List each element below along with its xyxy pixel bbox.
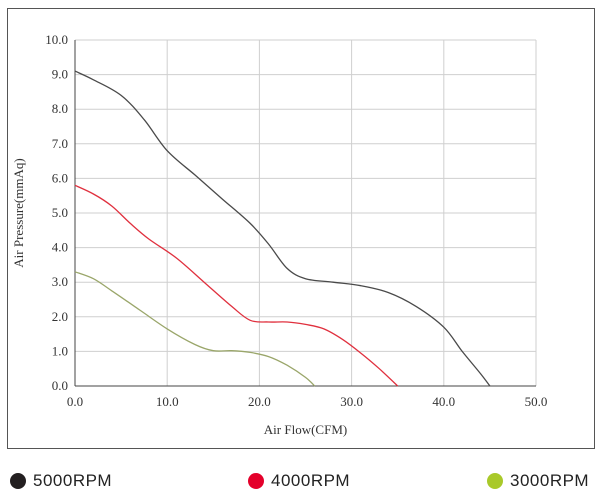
y-tick-label: 5.0 (52, 205, 68, 220)
legend: 5000RPM 4000RPM 3000RPM (0, 468, 601, 496)
legend-label-5000rpm: 5000RPM (33, 471, 113, 490)
legend-item-3000rpm: 3000RPM (487, 468, 589, 494)
legend-item-4000rpm: 4000RPM (248, 468, 350, 494)
x-tick-label: 50.0 (525, 394, 548, 409)
y-tick-label: 2.0 (52, 309, 68, 324)
legend-swatch-5000rpm (10, 473, 26, 489)
y-tick-label: 8.0 (52, 101, 68, 116)
legend-label-4000rpm: 4000RPM (271, 471, 351, 490)
legend-swatch-3000rpm (487, 473, 503, 489)
axes (74, 40, 536, 387)
grid (75, 39, 537, 386)
legend-swatch-4000rpm (248, 473, 264, 489)
chart-svg: 0.0 1.0 2.0 3.0 4.0 5.0 6.0 7.0 8.0 9.0 10.0 0.0 10… (11, 32, 548, 437)
y-axis-label: Air Pressure(mmAq) (11, 158, 26, 267)
x-tick-label: 30.0 (340, 394, 363, 409)
y-tick-labels: 0.0 1.0 2.0 3.0 4.0 5.0 6.0 7.0 8.0 9.0 10.0 (45, 32, 68, 393)
x-tick-label: 20.0 (248, 394, 271, 409)
x-tick-label: 10.0 (156, 394, 179, 409)
y-tick-label: 9.0 (52, 67, 68, 82)
x-tick-label: 40.0 (432, 394, 455, 409)
chart-frame: 0.0 1.0 2.0 3.0 4.0 5.0 6.0 7.0 8.0 9.0 10.0 0.0 10… (7, 8, 595, 449)
y-tick-label: 6.0 (52, 170, 68, 185)
x-tick-labels: 0.0 10.0 20.0 30.0 40.0 50.0 (67, 394, 548, 409)
y-tick-label: 0.0 (52, 378, 68, 393)
x-tick-label: 0.0 (67, 394, 83, 409)
y-tick-label: 10.0 (45, 32, 68, 47)
series-lines (74, 70, 491, 387)
y-tick-label: 1.0 (52, 343, 68, 358)
series-line-4000rpm (74, 184, 399, 387)
legend-item-5000rpm: 5000RPM (10, 468, 112, 494)
y-tick-label: 3.0 (52, 274, 68, 289)
y-tick-label: 7.0 (52, 136, 68, 151)
x-axis-label: Air Flow(CFM) (264, 422, 347, 437)
series-line-5000rpm (74, 70, 491, 387)
series-line-3000rpm (74, 271, 316, 387)
legend-label-3000rpm: 3000RPM (510, 471, 590, 490)
y-tick-label: 4.0 (52, 240, 68, 255)
